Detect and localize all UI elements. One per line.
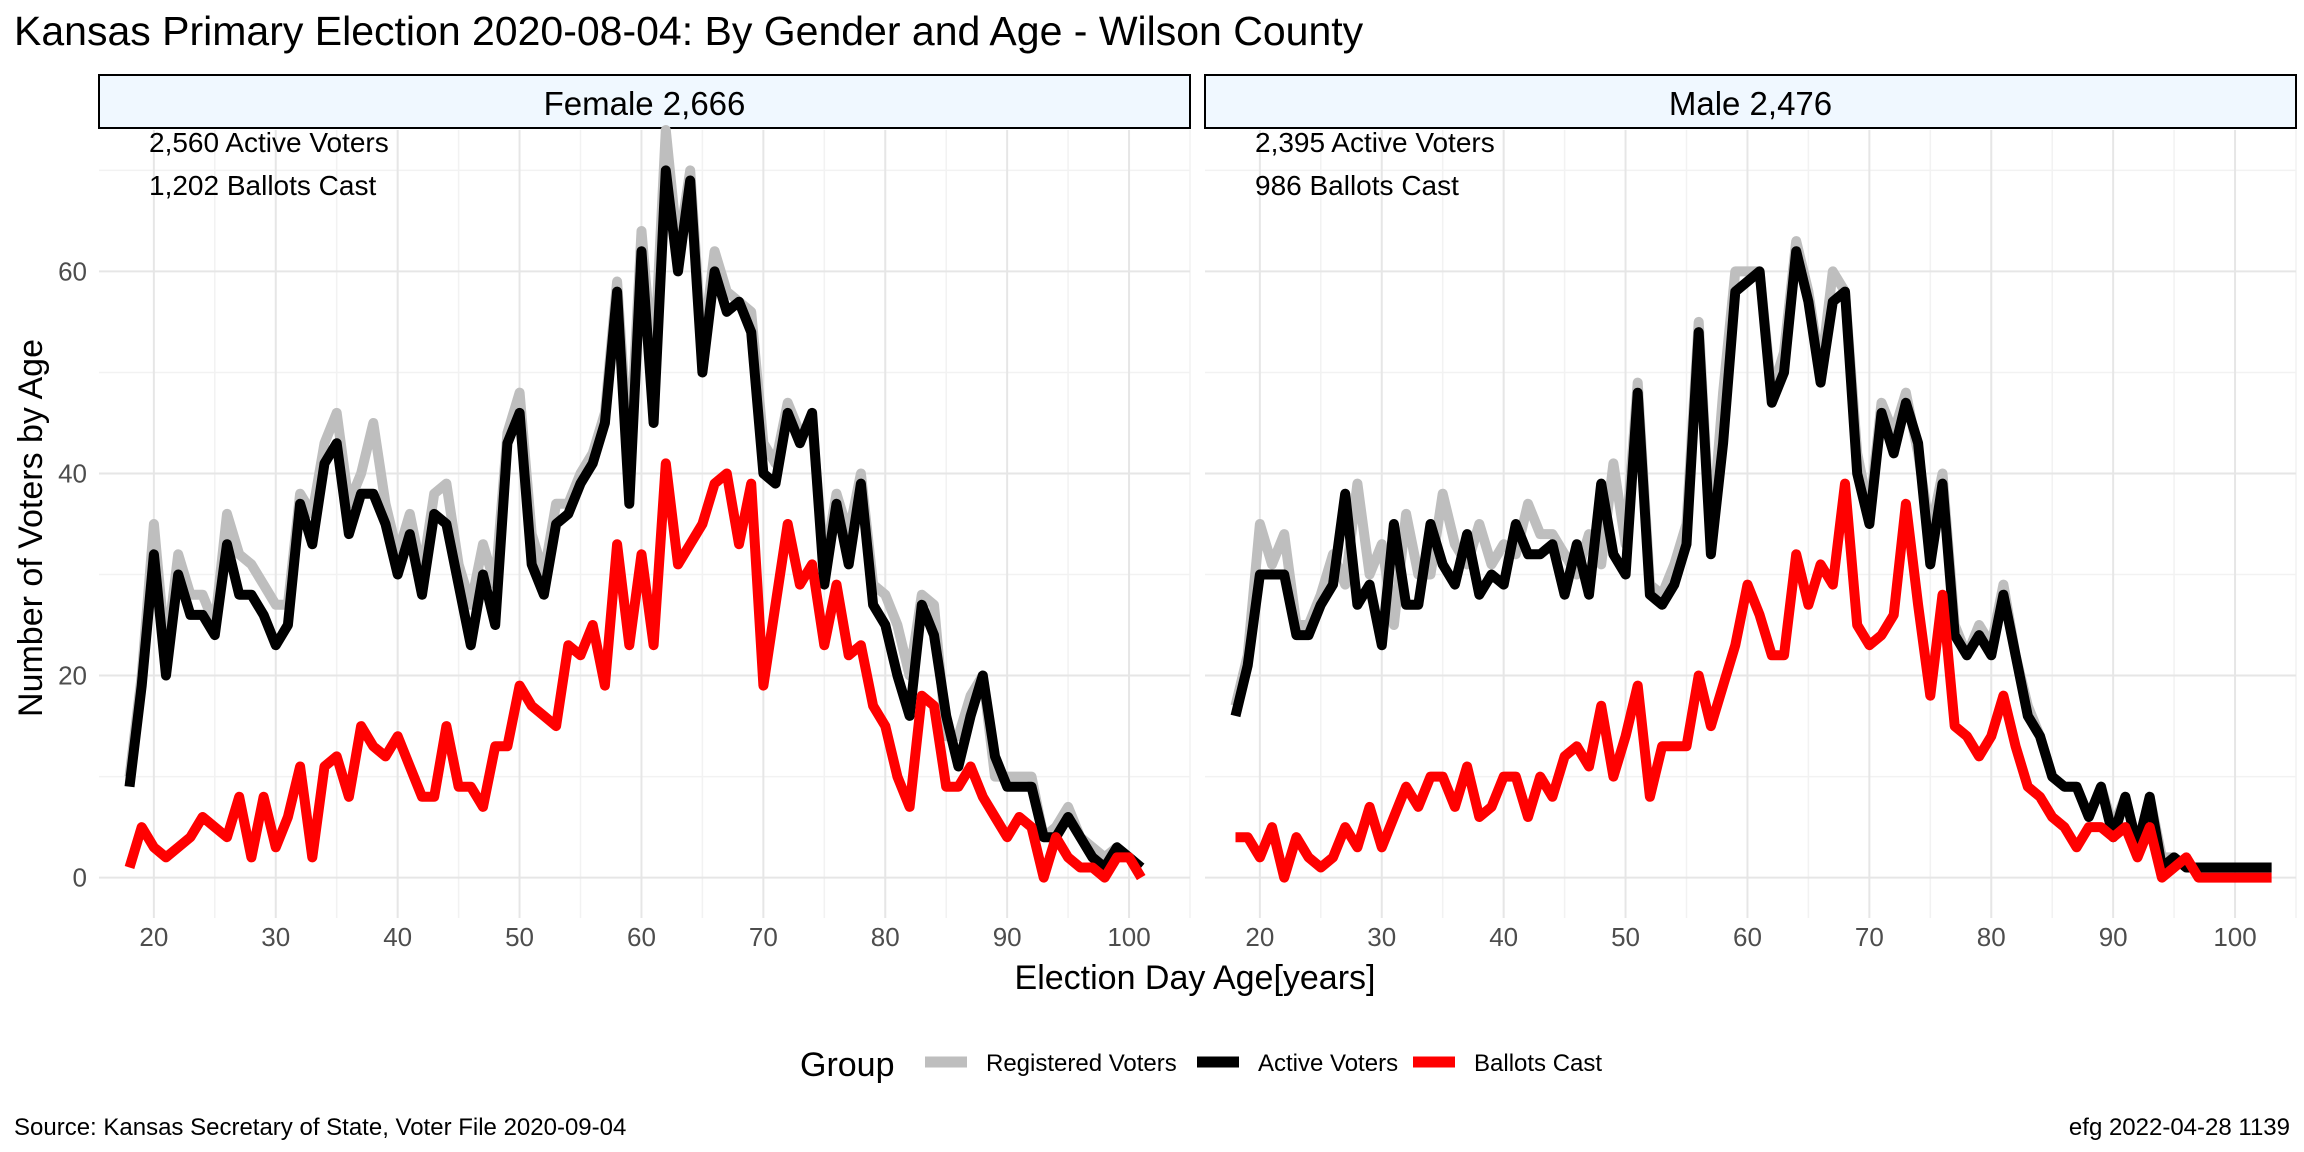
panel-1: Female 2,666 2,560 Active Voters 1,202 Bal… <box>58 74 1191 952</box>
legend-label-registered-voters: Registered Voters <box>986 1050 1177 1077</box>
legend-label-ballots-cast: Ballots Cast <box>1474 1050 1602 1077</box>
x-tick-label: 80 <box>871 922 900 952</box>
x-tick-label: 70 <box>1855 922 1884 952</box>
panel-annotation: 986 Ballots Cast <box>1255 170 1459 201</box>
panel-strip-label: Female 2,666 <box>544 85 746 122</box>
y-tick-label: 20 <box>58 661 87 691</box>
panel-annotation: 2,560 Active Voters <box>149 127 389 158</box>
y-tick-label: 60 <box>58 256 87 286</box>
legend-title: Group <box>800 1046 895 1084</box>
chart-title: Kansas Primary Election 2020-08-04: By G… <box>14 8 1364 54</box>
x-tick-label: 30 <box>1367 922 1396 952</box>
x-tick-label: 100 <box>1107 922 1150 952</box>
panel-annotation: 2,395 Active Voters <box>1255 127 1495 158</box>
series-line-ballots-cast <box>124 458 1146 883</box>
x-tick-label: 50 <box>505 922 534 952</box>
panel-strip <box>98 74 1191 129</box>
panel-2: Male 2,476 2,395 Active Voters 986 Ballots… <box>1204 74 2297 952</box>
series-line-active-voters <box>124 165 1145 873</box>
x-tick-label: 100 <box>2213 922 2256 952</box>
panel-annotation: 1,202 Ballots Cast <box>149 170 376 201</box>
x-tick-label: 90 <box>2099 922 2128 952</box>
y-tick-label: 40 <box>58 458 87 488</box>
source-note: Source: Kansas Secretary of State, Voter… <box>14 1114 626 1141</box>
y-tick-label: 0 <box>73 863 87 893</box>
series-line-ballots-cast <box>1235 478 2272 883</box>
x-tick-label: 70 <box>749 922 778 952</box>
chart-panels: Female 2,666 2,560 Active Voters 1,202 Bal… <box>58 74 2297 952</box>
panel-strip-label: Male 2,476 <box>1669 85 1832 122</box>
series-line-registered-voters <box>124 125 1145 872</box>
x-tick-label: 40 <box>383 922 412 952</box>
x-tick-label: 30 <box>261 922 290 952</box>
legend: Group Registered Voters Active Voters Ball… <box>800 1046 1602 1084</box>
x-axis-label: Election Day Age[years] <box>1015 959 1376 997</box>
x-tick-label: 60 <box>627 922 656 952</box>
panel-strip <box>1204 74 2297 129</box>
x-tick-label: 50 <box>1611 922 1640 952</box>
x-tick-label: 20 <box>139 922 168 952</box>
x-tick-label: 80 <box>1977 922 2006 952</box>
series-line-active-voters <box>1230 246 2272 873</box>
legend-label-active-voters: Active Voters <box>1258 1050 1398 1077</box>
x-tick-label: 60 <box>1733 922 1762 952</box>
x-tick-label: 20 <box>1245 922 1274 952</box>
y-axis-label: Number of Voters by Age <box>12 339 50 717</box>
timestamp-note: efg 2022-04-28 1139 <box>2069 1114 2290 1141</box>
x-tick-label: 40 <box>1489 922 1518 952</box>
x-tick-label: 90 <box>993 922 1022 952</box>
